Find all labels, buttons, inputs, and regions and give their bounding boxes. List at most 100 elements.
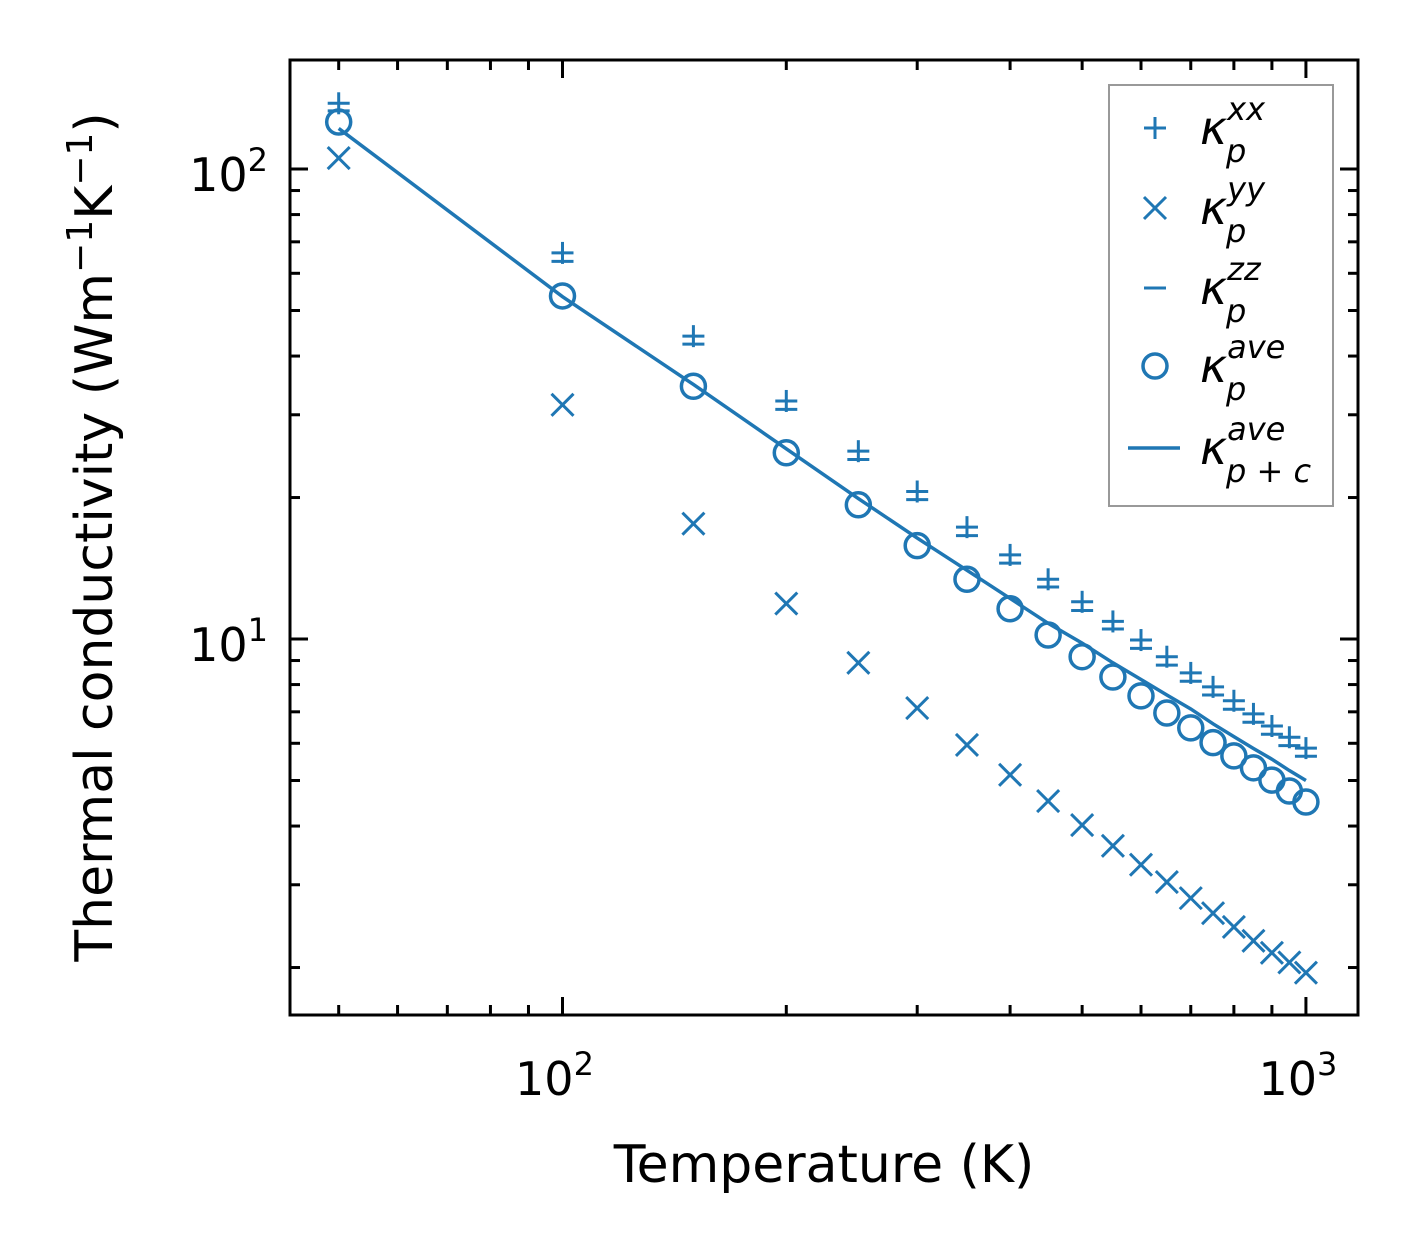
data-point-kappa_p_yy (1154, 870, 1179, 895)
data-point-kappa_p_ave (548, 282, 577, 310)
x-b (1259, 940, 1284, 965)
legend-sup: ave (1227, 328, 1285, 366)
legend-frame (1108, 84, 1334, 507)
legend-item-kappa_p_ave: κave p (1141, 328, 1285, 408)
legend-label: κyy p (1200, 170, 1266, 250)
series-kappa_p_zz (327, 109, 1317, 758)
legend-base: κ (1200, 421, 1227, 475)
x-b (550, 392, 575, 417)
circle-ring (1292, 788, 1320, 816)
circle-ring (1127, 682, 1155, 710)
tick-exp: 2 (574, 1045, 594, 1083)
x-b (681, 511, 706, 536)
x-b (1128, 852, 1154, 877)
x-b (954, 732, 980, 758)
data-point-kappa_p_ave (1239, 754, 1268, 782)
data-point-kappa_p_yy (774, 591, 799, 616)
legend-sub: p (1225, 132, 1246, 170)
data-point-kappa_p_ave (772, 439, 801, 467)
y-tick-label: 102 (189, 141, 268, 202)
tick-base: 10 (189, 148, 248, 202)
series-kappa_p_yy (326, 146, 1318, 985)
data-point-kappa_p_yy (1277, 950, 1302, 975)
legend-base: κ (1200, 339, 1227, 393)
x-b (846, 650, 871, 675)
x-b (774, 591, 799, 616)
circle-ring (772, 439, 801, 467)
data-point-kappa_p_yy (954, 732, 980, 758)
data-point-kappa_p_yy (846, 650, 871, 675)
data-point-kappa_p_ave (679, 372, 708, 400)
legend-marker-circle-icon (1141, 352, 1169, 380)
data-point-kappa_p_yy (1100, 833, 1125, 858)
legend-base: κ (1200, 181, 1227, 235)
circle-ring (324, 108, 353, 136)
tick-exp: 3 (1317, 1045, 1337, 1083)
legend-item-kappa_p_zz: κzz p (1144, 250, 1262, 330)
data-point-kappa_p_ave (1199, 728, 1227, 757)
x-b (1142, 195, 1168, 221)
circle-ring (1099, 663, 1127, 691)
legend-sup: xx (1226, 90, 1266, 128)
legend-base: κ (1200, 101, 1227, 155)
legend-label: κave p + c (1200, 410, 1311, 490)
legend-item-kappa_pc_ave: κave p + c (1128, 410, 1311, 490)
circle-ring (548, 282, 577, 310)
x-b (1070, 812, 1095, 838)
data-point-kappa_p_yy (1178, 886, 1203, 911)
legend-sub: p (1225, 370, 1246, 408)
x-b (1293, 960, 1318, 985)
series-line-kappa_pc_ave (337, 127, 1307, 783)
tick-exp: 1 (248, 611, 268, 649)
legend-marker-plus-icon (1144, 117, 1166, 139)
data-point-kappa_p_ave (1292, 788, 1320, 816)
x-b (1277, 950, 1302, 975)
legend-sub: p (1225, 212, 1246, 250)
data-point-kappa_p_yy (1200, 901, 1226, 926)
legend-sub: p (1225, 292, 1246, 330)
x-b (1036, 789, 1061, 814)
legend-label: κave p (1200, 328, 1285, 408)
data-point-kappa_p_ave (324, 108, 353, 136)
data-point-kappa_p_ave (1099, 663, 1127, 691)
legend-sup: ave (1227, 410, 1285, 448)
circle-ring (1199, 728, 1227, 757)
data-point-kappa_p_yy (1293, 960, 1318, 985)
data-point-kappa_p_ave (1177, 714, 1205, 742)
legend-base: κ (1200, 261, 1227, 315)
tick-base: 10 (1258, 1052, 1317, 1106)
legend-marker-x-icon (1142, 195, 1168, 221)
circle-ring (1258, 766, 1286, 794)
circle-ring (1141, 352, 1169, 380)
legend-sub: p + c (1225, 452, 1311, 490)
circle-ring (1220, 742, 1248, 770)
legend-label: κzz p (1200, 250, 1262, 330)
x-tick-label: 102 (515, 1045, 594, 1106)
data-point-kappa_p_ave (1153, 699, 1181, 727)
x-b (326, 146, 351, 171)
data-point-kappa_p_ave (1220, 742, 1248, 770)
tick-exp: 2 (248, 141, 268, 179)
data-point-kappa_p_yy (1241, 928, 1266, 953)
tick-base: 10 (189, 618, 248, 672)
x-b (1154, 870, 1179, 895)
data-point-kappa_p_yy (326, 146, 351, 171)
x-b (1178, 886, 1203, 911)
data-point-kappa_p_yy (1259, 940, 1284, 965)
circle-ring (1177, 714, 1205, 742)
data-point-kappa_p_yy (1221, 914, 1246, 940)
x-axis-label: Temperature (K) (613, 1135, 1035, 1195)
legend-item-kappa_p_xx: κxx p (1144, 90, 1266, 170)
circle-ring (1153, 699, 1181, 727)
x-b (998, 762, 1023, 787)
data-point-kappa_p_yy (681, 511, 706, 536)
x-b (1221, 914, 1246, 940)
data-point-kappa_p_yy (998, 762, 1023, 787)
circle-ring (679, 372, 708, 400)
data-point-kappa_p_yy (550, 392, 575, 417)
tick-base: 10 (515, 1052, 574, 1106)
y-axis-label: Thermal conductivity (Wm−1K−1) (60, 112, 125, 962)
